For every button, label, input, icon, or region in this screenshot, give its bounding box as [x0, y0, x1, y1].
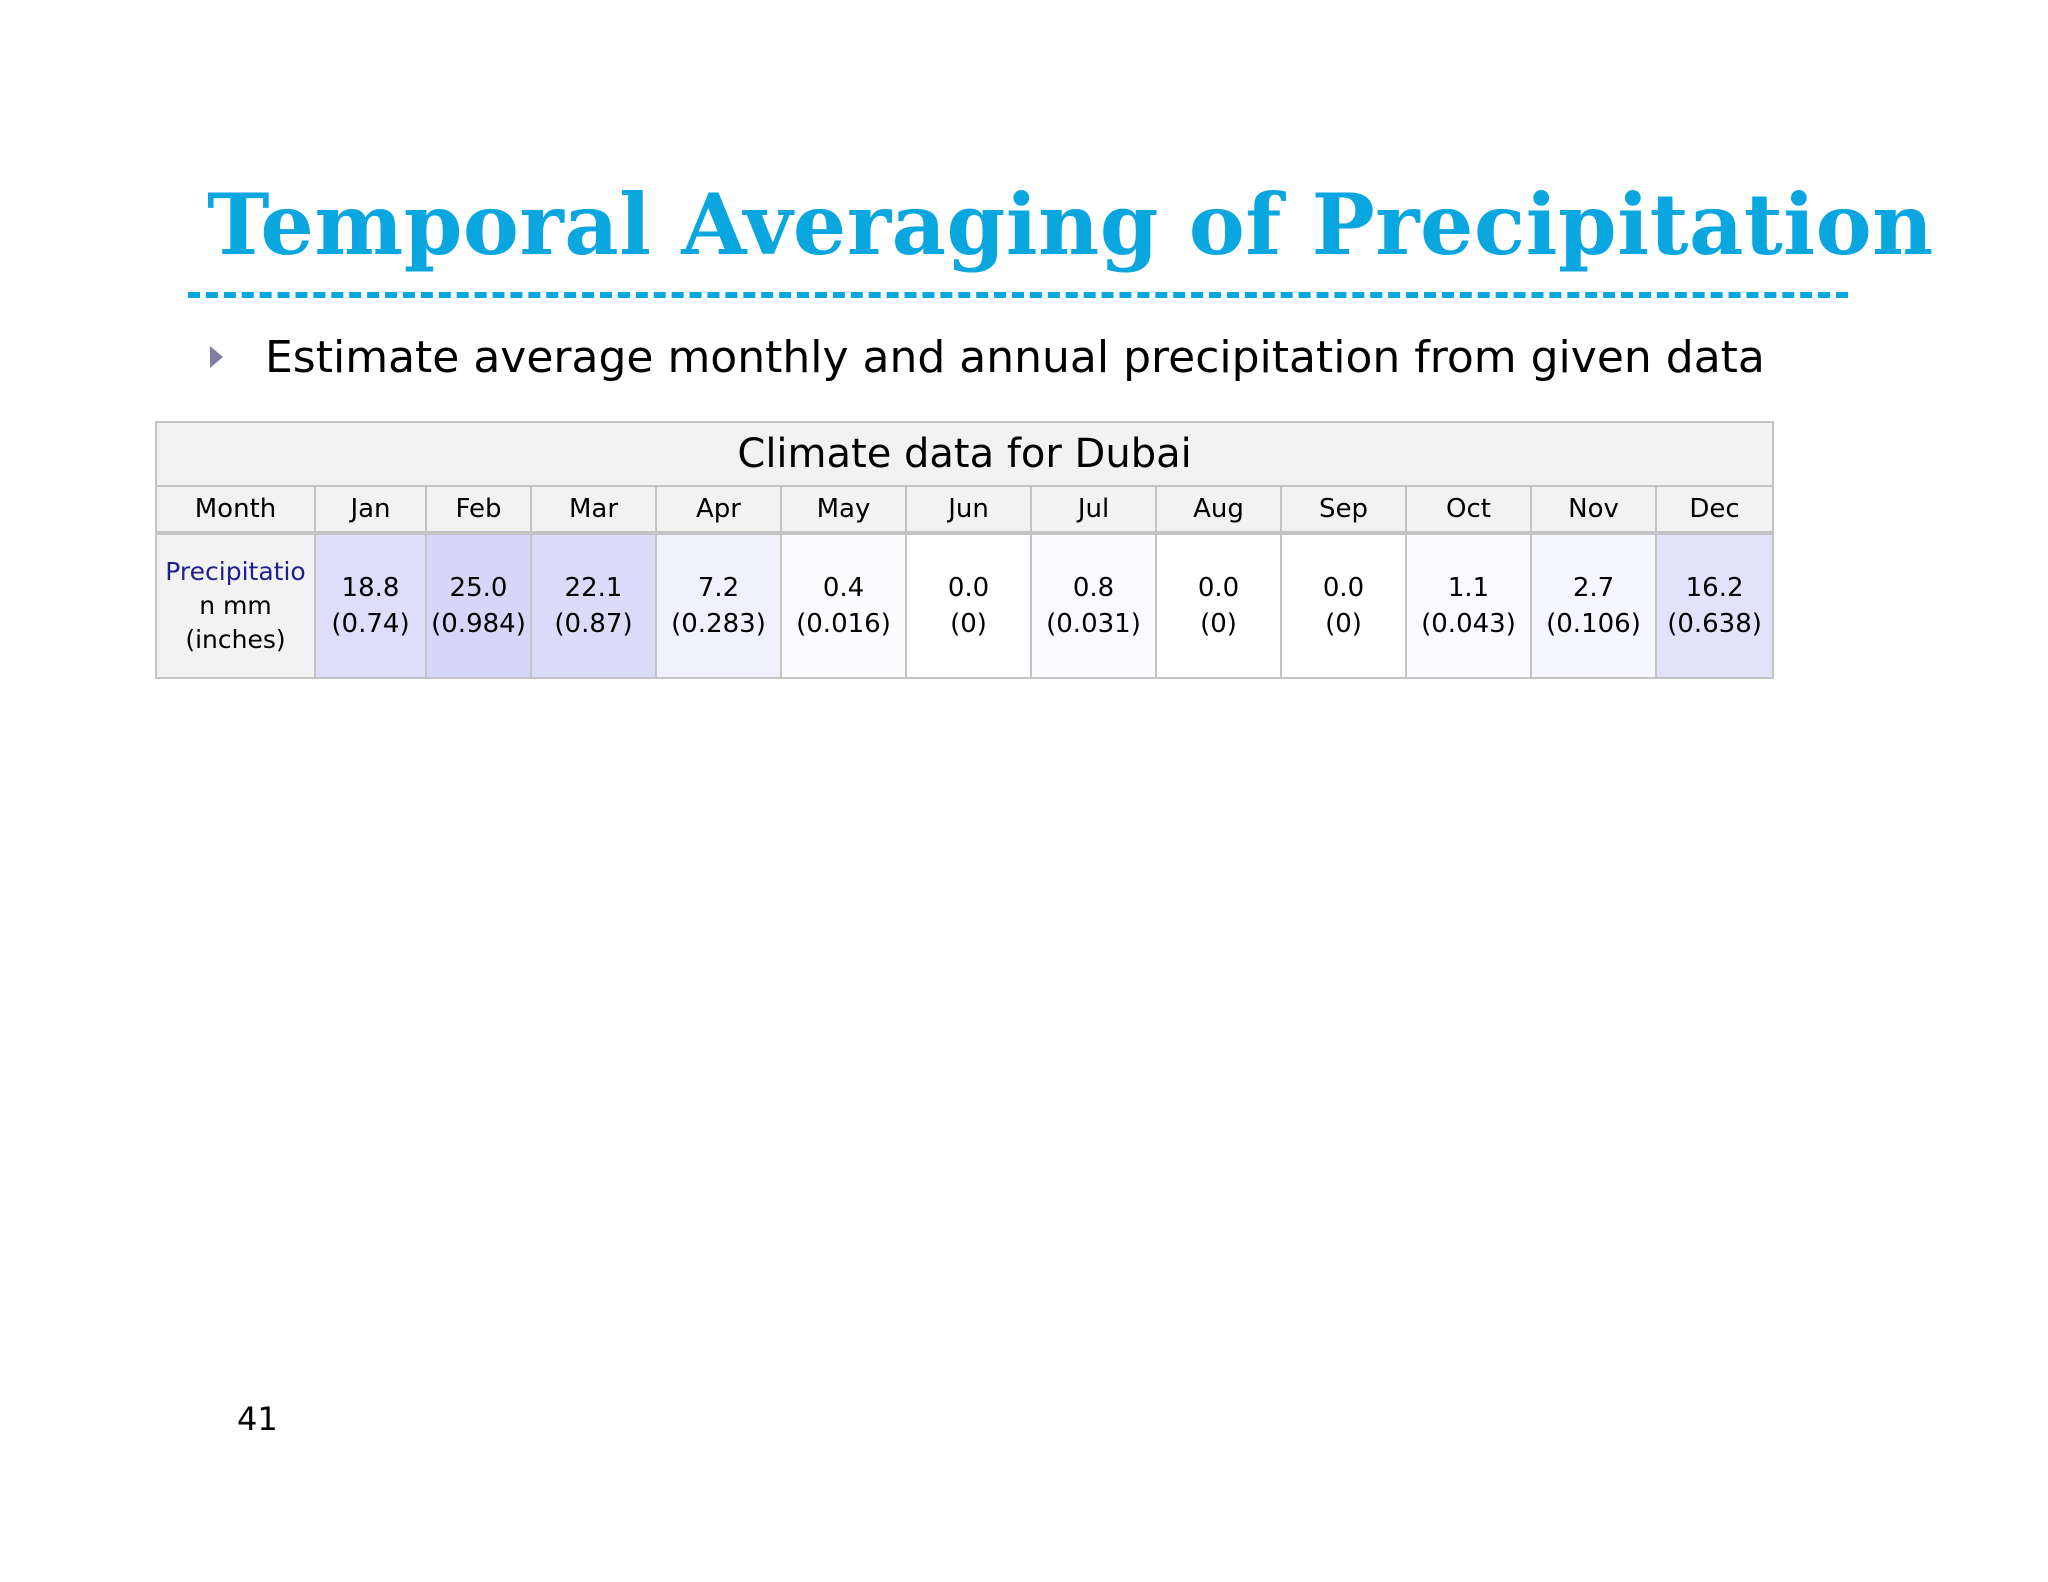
month-header-feb: Feb — [425, 485, 532, 535]
precip-cell-feb: 25.0 (0.984) — [425, 532, 532, 679]
precip-cell-sep: 0.0 (0) — [1280, 532, 1407, 679]
precip-cell-may: 0.4 (0.016) — [780, 532, 907, 679]
month-header-may: May — [780, 485, 907, 535]
month-header-aug: Aug — [1155, 485, 1282, 535]
precip-cell-mar: 22.1 (0.87) — [530, 532, 657, 679]
precipitation-row-label: Precipitatio n mm (inches) — [155, 532, 316, 679]
title-divider — [188, 292, 1848, 298]
climate-table: Climate data for Dubai Month Jan Feb Mar Ap… — [154, 421, 1775, 679]
precip-mm-value: 0.4 — [822, 573, 865, 603]
precip-inches-value: (0.106) — [1546, 609, 1641, 639]
precip-cell-dec: 16.2 (0.638) — [1654, 532, 1775, 679]
row-label-line2: n mm — [199, 591, 272, 620]
bullet-text: Estimate average monthly and annual prec… — [265, 331, 1765, 383]
precip-mm-value: 16.2 — [1685, 573, 1744, 603]
precip-mm-value: 0.0 — [1322, 573, 1365, 603]
precip-cell-nov: 2.7 (0.106) — [1530, 532, 1657, 679]
month-header-nov: Nov — [1530, 485, 1657, 535]
precip-inches-value: (0) — [1325, 609, 1362, 639]
precip-mm-value: 0.8 — [1072, 573, 1115, 603]
precip-mm-value: 1.1 — [1447, 573, 1490, 603]
precip-cell-jul: 0.8 (0.031) — [1030, 532, 1157, 679]
bullet-item: Estimate average monthly and annual prec… — [205, 322, 1765, 392]
month-header-row: Month Jan Feb Mar Apr May Jun Jul Aug Sep Oct Nov D… — [155, 485, 1775, 535]
precip-mm-value: 0.0 — [947, 573, 990, 603]
precip-mm-value: 18.8 — [341, 573, 400, 603]
month-header-dec: Dec — [1654, 485, 1775, 535]
page-number: 41 — [237, 1400, 278, 1438]
precip-inches-value: (0.283) — [671, 609, 766, 639]
month-header-sep: Sep — [1280, 485, 1407, 535]
precip-inches-value: (0.016) — [796, 609, 891, 639]
precip-inches-value: (0.74) — [331, 609, 410, 639]
month-header-jul: Jul — [1030, 485, 1157, 535]
month-header-mar: Mar — [530, 485, 657, 535]
month-header-jan: Jan — [314, 485, 427, 535]
precip-mm-value: 2.7 — [1572, 573, 1615, 603]
month-header-oct: Oct — [1405, 485, 1532, 535]
precip-mm-value: 7.2 — [697, 573, 740, 603]
row-label-line1: Precipitatio — [165, 557, 306, 586]
precip-cell-apr: 7.2 (0.283) — [655, 532, 782, 679]
precip-inches-value: (0.984) — [431, 609, 526, 639]
month-header-label: Month — [155, 485, 316, 535]
precip-inches-value: (0.031) — [1046, 609, 1141, 639]
slide-title: Temporal Averaging of Precipitation — [207, 175, 1934, 274]
precip-cell-jun: 0.0 (0) — [905, 532, 1032, 679]
precip-cell-oct: 1.1 (0.043) — [1405, 532, 1532, 679]
precip-mm-value: 0.0 — [1197, 573, 1240, 603]
bullet-arrow-icon — [210, 346, 223, 368]
precipitation-row: Precipitatio n mm (inches) 18.8 (0.74) 25.… — [155, 532, 1775, 679]
precip-inches-value: (0) — [1200, 609, 1237, 639]
month-header-apr: Apr — [655, 485, 782, 535]
caption-row: Climate data for Dubai — [154, 421, 1775, 487]
precip-inches-value: (0.87) — [554, 609, 633, 639]
precip-inches-value: (0.638) — [1667, 609, 1762, 639]
precip-cell-aug: 0.0 (0) — [1155, 532, 1282, 679]
precip-inches-value: (0.043) — [1421, 609, 1516, 639]
table-caption: Climate data for Dubai — [154, 421, 1775, 487]
precip-mm-value: 22.1 — [564, 573, 623, 603]
month-header-jun: Jun — [905, 485, 1032, 535]
precip-inches-value: (0) — [950, 609, 987, 639]
precip-cell-jan: 18.8 (0.74) — [314, 532, 427, 679]
row-label-line3: (inches) — [185, 625, 286, 654]
precip-mm-value: 25.0 — [449, 573, 508, 603]
